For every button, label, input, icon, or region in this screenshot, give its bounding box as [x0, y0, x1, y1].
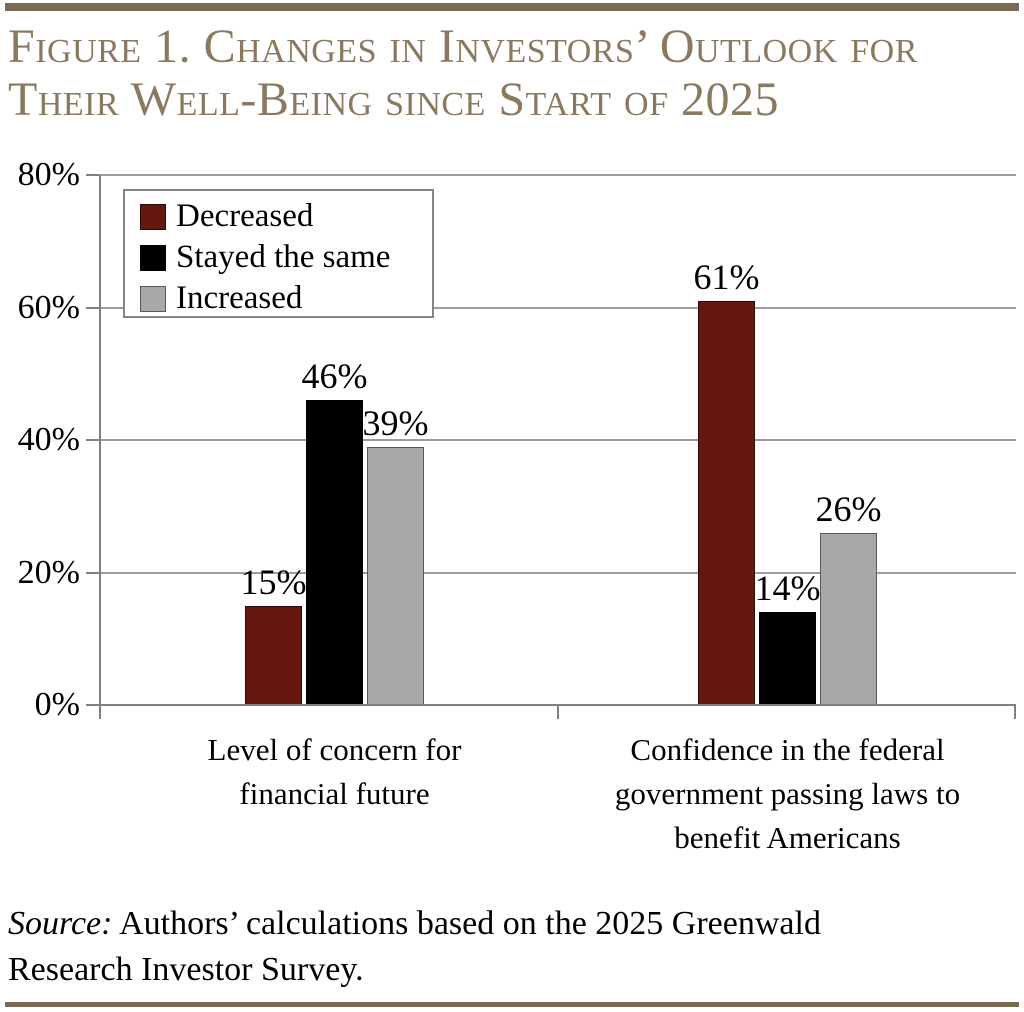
y-axis-label-20: 20%: [17, 553, 80, 591]
legend-item-increased: Increased: [140, 278, 432, 319]
y-axis-tick-60: [86, 306, 100, 309]
legend-label-decreased: Decreased: [176, 198, 314, 234]
figure-title-line-2: Their Well-Being since Start of 2025: [8, 73, 779, 126]
legend-label-stayed-the-same: Stayed the same: [176, 239, 391, 275]
bar-decreased-category-1: [245, 606, 302, 706]
bar-value-label-decreased-category-2: 61%: [693, 257, 760, 297]
source-text-line-1: Authors’ calculations based on the 2025 …: [112, 905, 821, 942]
figure-title: Figure 1. Changes in Investors’ Outlook …: [8, 20, 1008, 126]
gridline-60: [100, 306, 1016, 309]
legend-item-stayed-the-same: Stayed the same: [140, 237, 432, 278]
top-rule: [5, 3, 1019, 11]
source-text-line-2: Research Investor Survey.: [8, 951, 364, 988]
y-axis-label-60: 60%: [17, 288, 80, 326]
source-label: Source:: [8, 905, 113, 942]
y-axis-line: [98, 175, 101, 705]
category-label-line: government passing laws to: [614, 776, 961, 811]
x-axis-category-label-1: Level of concern for financial future: [125, 728, 545, 816]
figure-title-line-1: Figure 1. Changes in Investors’ Outlook …: [8, 20, 918, 73]
gridline-80: [100, 174, 1016, 176]
bar-stayed-the-same-category-2: [759, 612, 816, 706]
bottom-rule: [5, 1002, 1019, 1007]
gridline-20: [100, 571, 1016, 574]
bar-increased-category-1: [367, 447, 424, 706]
bar-value-label-decreased-category-1: 15%: [240, 562, 307, 602]
source-note: Source: Authors’ calculations based on t…: [8, 901, 1018, 993]
chart-legend: Decreased Stayed the same Increased: [123, 189, 434, 318]
x-axis-tick-2: [1013, 705, 1016, 719]
category-label-line: benefit Americans: [674, 820, 901, 855]
legend-swatch-stayed-the-same: [140, 244, 166, 271]
y-axis-tick-80: [86, 174, 100, 176]
x-axis-tick-0: [99, 705, 101, 719]
y-axis-tick-40: [86, 439, 100, 441]
bar-decreased-category-2: [698, 301, 755, 706]
legend-label-increased: Increased: [176, 280, 303, 316]
bar-value-label-increased-category-2: 26%: [815, 489, 882, 529]
category-label-line: Confidence in the federal: [630, 732, 945, 767]
x-axis-tick-1: [557, 705, 559, 719]
y-axis-tick-20: [86, 571, 100, 574]
gridline-40: [100, 439, 1016, 441]
legend-item-decreased: Decreased: [140, 196, 432, 237]
category-label-line: financial future: [239, 776, 430, 811]
category-label-line: Level of concern for: [207, 732, 462, 767]
bar-stayed-the-same-category-1: [306, 400, 363, 706]
y-axis-label-40: 40%: [17, 421, 80, 458]
bar-increased-category-2: [820, 533, 877, 706]
bar-value-label-stayed-the-same-category-2: 14%: [754, 568, 821, 608]
x-axis-category-label-2: Confidence in the federal government pass…: [548, 728, 1024, 860]
x-axis-line: [86, 704, 1016, 706]
bar-value-label-stayed-the-same-category-1: 46%: [301, 356, 368, 396]
y-axis-label-80: 80%: [17, 156, 80, 193]
legend-swatch-decreased: [140, 203, 166, 230]
bar-value-label-increased-category-1: 39%: [362, 403, 429, 443]
legend-swatch-increased: [140, 285, 166, 312]
y-axis-label-0: 0%: [34, 686, 80, 723]
